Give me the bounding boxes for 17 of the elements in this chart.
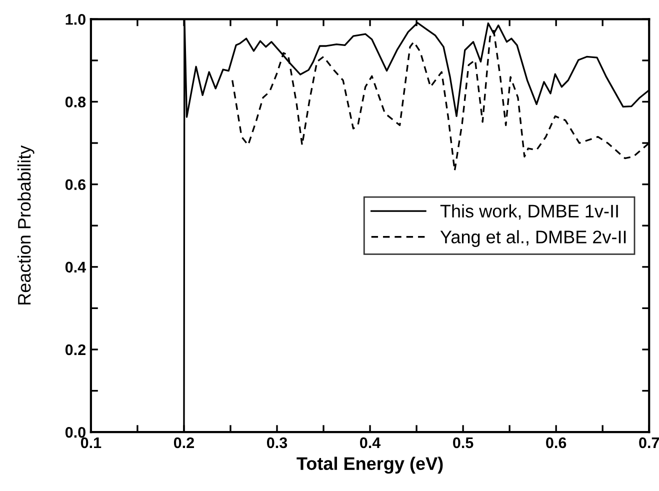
x-tick-label: 0.3 <box>266 437 288 448</box>
x-tick-label: 0.1 <box>80 437 102 448</box>
x-tick-label: 0.4 <box>360 437 381 448</box>
x-axis-title: Total Energy (eV) <box>296 456 443 474</box>
y-tick-label: 0.2 <box>65 344 86 356</box>
legend-label: This work, DMBE 1v-II <box>440 204 618 220</box>
y-tick-label: 0.6 <box>65 179 86 190</box>
y-tick-label: 1.0 <box>66 14 86 25</box>
legend-label: Yang et al., DMBE 2v-II <box>440 230 626 247</box>
y-tick-label: 0.8 <box>65 96 86 108</box>
x-tick-label: 0.7 <box>639 437 659 448</box>
y-axis-title: Reaction Probability <box>17 145 34 304</box>
x-tick-label: 0.2 <box>174 437 194 448</box>
y-tick-label: 0.4 <box>65 262 86 273</box>
x-tick-label: 0.6 <box>546 437 566 448</box>
x-tick-label: 0.5 <box>453 437 474 448</box>
y-tick-label: 0.0 <box>65 426 86 438</box>
